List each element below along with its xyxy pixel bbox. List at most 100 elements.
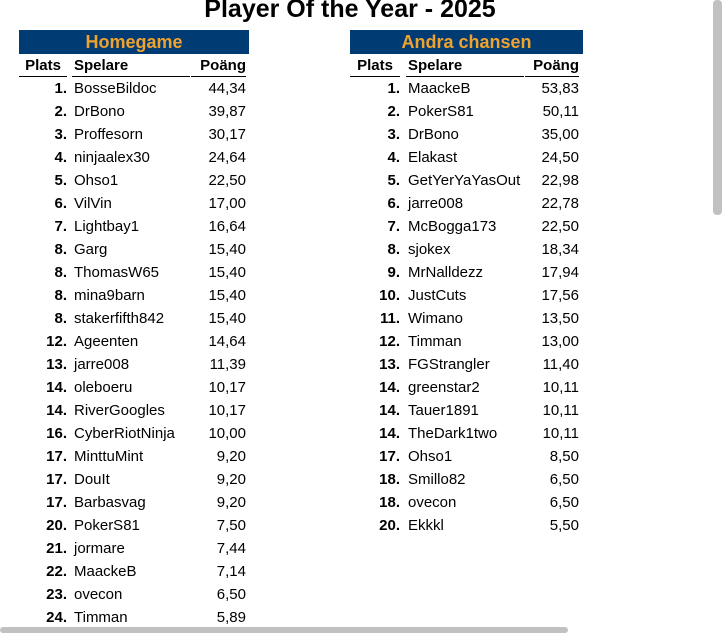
place: 8. [54, 241, 67, 258]
points: 39,87 [208, 103, 246, 120]
points: 14,64 [208, 333, 246, 350]
player: sjokex [408, 241, 451, 258]
points: 15,40 [208, 287, 246, 304]
place: 17. [46, 471, 67, 488]
points: 24,50 [541, 149, 579, 166]
place: 8. [387, 241, 400, 258]
player: stakerfifth842 [74, 310, 165, 327]
place: 8. [54, 310, 67, 327]
player: Ekkkl [408, 517, 444, 534]
points: 30,17 [208, 126, 246, 143]
place: 18. [379, 494, 400, 511]
place: 10. [379, 287, 400, 304]
place: 12. [46, 333, 67, 350]
player: Proffesorn [74, 126, 143, 143]
place: 7. [54, 218, 67, 235]
place: 6. [387, 195, 400, 212]
place: 12. [379, 333, 400, 350]
points: 10,11 [542, 379, 579, 396]
player: Timman [408, 333, 462, 350]
player: JustCuts [408, 287, 467, 304]
points: 18,34 [541, 241, 579, 258]
place: 5. [387, 172, 400, 189]
points: 9,20 [216, 494, 246, 511]
h-scrollbar[interactable] [0, 627, 568, 633]
place: 18. [379, 471, 400, 488]
player: Ohso1 [408, 448, 453, 465]
player: greenstar2 [408, 379, 480, 396]
player: jormare [74, 540, 125, 557]
points: 7,44 [216, 540, 246, 557]
points: 5,89 [216, 609, 246, 626]
place: 16. [46, 425, 67, 442]
place: 11. [379, 310, 400, 327]
points: 53,83 [541, 80, 579, 97]
player: MrNalldezz [408, 264, 484, 281]
place: 5. [54, 172, 67, 189]
player: VilVin [74, 195, 112, 212]
player: RiverGoogles [74, 402, 165, 419]
table-title: Homegame [19, 30, 249, 54]
points: 50,11 [542, 103, 579, 120]
place: 7. [387, 218, 400, 235]
place: 6. [54, 195, 67, 212]
points: 13,50 [541, 310, 579, 327]
place: 13. [379, 356, 400, 373]
player: jarre008 [408, 195, 464, 212]
place: 9. [387, 264, 400, 281]
player: FGStrangler [408, 356, 490, 373]
points: 9,20 [216, 448, 246, 465]
player: ninjaalex30 [74, 149, 150, 166]
place: 14. [379, 379, 400, 396]
points: 17,94 [541, 264, 579, 281]
points: 11,40 [542, 356, 579, 373]
player: MaackeB [408, 80, 471, 97]
points: 7,50 [216, 517, 246, 534]
player: TheDark1two [408, 425, 498, 442]
points: 11,39 [209, 356, 246, 373]
place: 2. [387, 103, 400, 120]
points: 16,64 [208, 218, 246, 235]
player: GetYerYaYasOut [408, 172, 521, 189]
place: 1. [54, 80, 67, 97]
player: ovecon [408, 494, 457, 511]
player: jarre008 [74, 356, 130, 373]
points: 9,20 [216, 471, 246, 488]
points: 35,00 [541, 126, 579, 143]
player: MaackeB [74, 563, 137, 580]
column-header: Poäng [191, 55, 246, 77]
column-header: Plats [19, 55, 67, 77]
player: CyberRiotNinja [74, 425, 175, 442]
points: 15,40 [208, 310, 246, 327]
points: 17,56 [541, 287, 579, 304]
points: 15,40 [208, 264, 246, 281]
player: Garg [74, 241, 108, 258]
player: ovecon [74, 586, 123, 603]
points: 6,50 [549, 494, 579, 511]
player: mina9barn [74, 287, 145, 304]
player: PokerS81 [74, 517, 140, 534]
points: 10,11 [542, 402, 579, 419]
points: 22,98 [541, 172, 579, 189]
player: Barbasvag [74, 494, 146, 511]
v-scrollbar[interactable] [713, 0, 722, 215]
player: Wimano [408, 310, 464, 327]
points: 22,50 [208, 172, 246, 189]
player: Ohso1 [74, 172, 119, 189]
player: MinttuMint [74, 448, 144, 465]
points: 15,40 [208, 241, 246, 258]
points: 44,34 [208, 80, 246, 97]
place: 14. [379, 425, 400, 442]
place: 4. [387, 149, 400, 166]
player: Elakast [408, 149, 458, 166]
column-header: Spelare [406, 55, 524, 77]
points: 10,17 [208, 379, 246, 396]
place: 13. [46, 356, 67, 373]
place: 1. [387, 80, 400, 97]
player: Smillo82 [408, 471, 466, 488]
column-header: Poäng [525, 55, 579, 77]
points: 5,50 [549, 517, 579, 534]
page-title: Player Of the Year - 2025 [204, 0, 496, 23]
points: 22,50 [541, 218, 579, 235]
